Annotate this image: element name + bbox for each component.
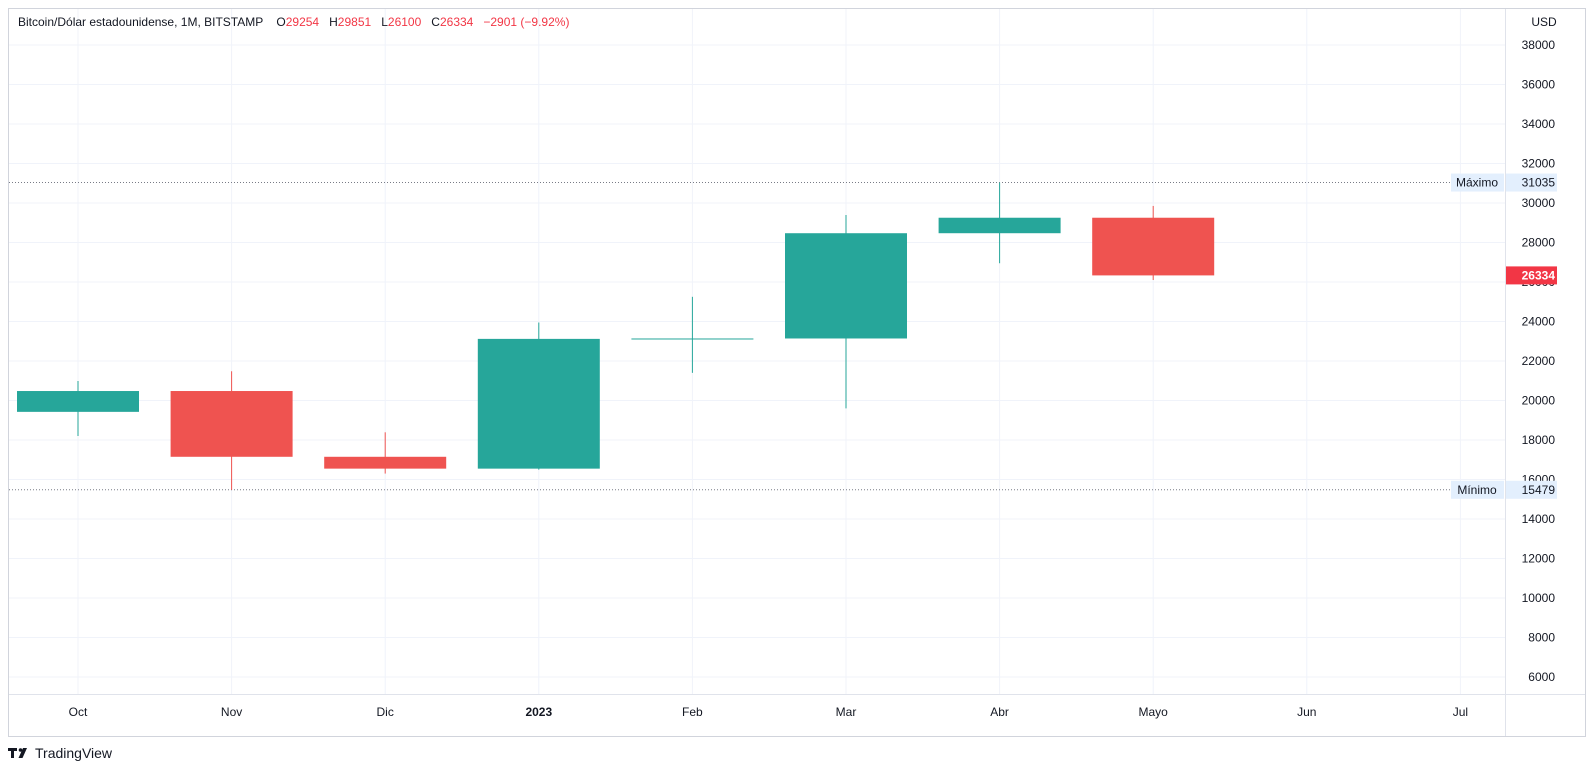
x-tick-label: Mayo	[1139, 705, 1169, 719]
tradingview-logo-icon[interactable]	[8, 747, 30, 759]
high-label: H	[329, 15, 338, 29]
symbol-name[interactable]: Bitcoin/Dólar estadounidense, 1M, BITSTA…	[18, 15, 264, 29]
brand-name[interactable]: TradingView	[35, 745, 113, 761]
min-line-label-bg	[1451, 480, 1504, 499]
max-line-value-bg	[1506, 173, 1557, 192]
y-tick-label: 10000	[1522, 591, 1556, 605]
close-label: C	[431, 15, 440, 29]
x-tick-label: Oct	[69, 705, 88, 719]
open-value: 29254	[285, 15, 320, 29]
x-tick-label: Abr	[990, 705, 1009, 719]
last-price-badge	[1506, 266, 1557, 285]
y-tick-label: 24000	[1522, 315, 1556, 329]
candle-body[interactable]	[1092, 217, 1215, 276]
change-value: −2901 (−9.92%)	[483, 15, 570, 29]
y-tick-label: 30000	[1522, 196, 1556, 210]
y-tick-label: 12000	[1522, 552, 1556, 566]
y-tick-label: 28000	[1522, 236, 1556, 250]
x-tick-label: Nov	[221, 705, 242, 719]
y-tick-label: 32000	[1522, 157, 1556, 171]
y-tick-label: 34000	[1522, 117, 1556, 131]
min-line-label: Mínimo	[1457, 483, 1497, 497]
x-tick-label: Mar	[836, 705, 857, 719]
open-label: O	[276, 15, 286, 29]
candle-body[interactable]	[785, 233, 907, 339]
min-line-value: 15479	[1522, 483, 1556, 497]
y-tick-label: 18000	[1522, 433, 1556, 447]
candle-body[interactable]	[324, 456, 447, 469]
y-tick-label: 20000	[1522, 394, 1556, 408]
footer: TradingView	[8, 744, 112, 762]
candlestick-chart[interactable]: 6000800010000120001400016000180002000022…	[9, 9, 1585, 736]
max-line-label-bg	[1451, 173, 1504, 192]
candle-body[interactable]	[170, 391, 293, 457]
y-tick-label: 22000	[1522, 354, 1556, 368]
candle-body[interactable]	[17, 391, 139, 412]
currency-label[interactable]: USD	[1531, 15, 1557, 29]
symbol-legend: Bitcoin/Dólar estadounidense, 1M, BITSTA…	[18, 15, 569, 29]
close-value: 26334	[439, 15, 474, 29]
high-value: 29851	[337, 15, 372, 29]
min-line-value-bg	[1506, 480, 1557, 499]
candle-body[interactable]	[631, 338, 754, 340]
candle-body[interactable]	[477, 338, 600, 469]
x-tick-label: 2023	[525, 705, 552, 719]
last-price-label: 26334	[1522, 268, 1556, 282]
low-label: L	[381, 15, 388, 29]
x-tick-label: Jul	[1453, 705, 1468, 719]
y-tick-label: 14000	[1522, 512, 1556, 526]
y-tick-label: 8000	[1528, 631, 1555, 645]
x-tick-label: Dic	[377, 705, 394, 719]
x-tick-label: Feb	[682, 705, 703, 719]
y-tick-label: 6000	[1528, 670, 1555, 684]
candle-body[interactable]	[938, 217, 1061, 234]
low-value: 26100	[387, 15, 422, 29]
max-line-value: 31035	[1522, 176, 1556, 190]
y-tick-label: 36000	[1522, 78, 1556, 92]
x-tick-label: Jun	[1297, 705, 1316, 719]
chart-frame: 6000 8000 10000 12000 14000 16000 18000 20000 22…	[8, 8, 1586, 737]
max-line-label: Máximo	[1456, 176, 1498, 190]
y-tick-label: 38000	[1522, 38, 1556, 52]
